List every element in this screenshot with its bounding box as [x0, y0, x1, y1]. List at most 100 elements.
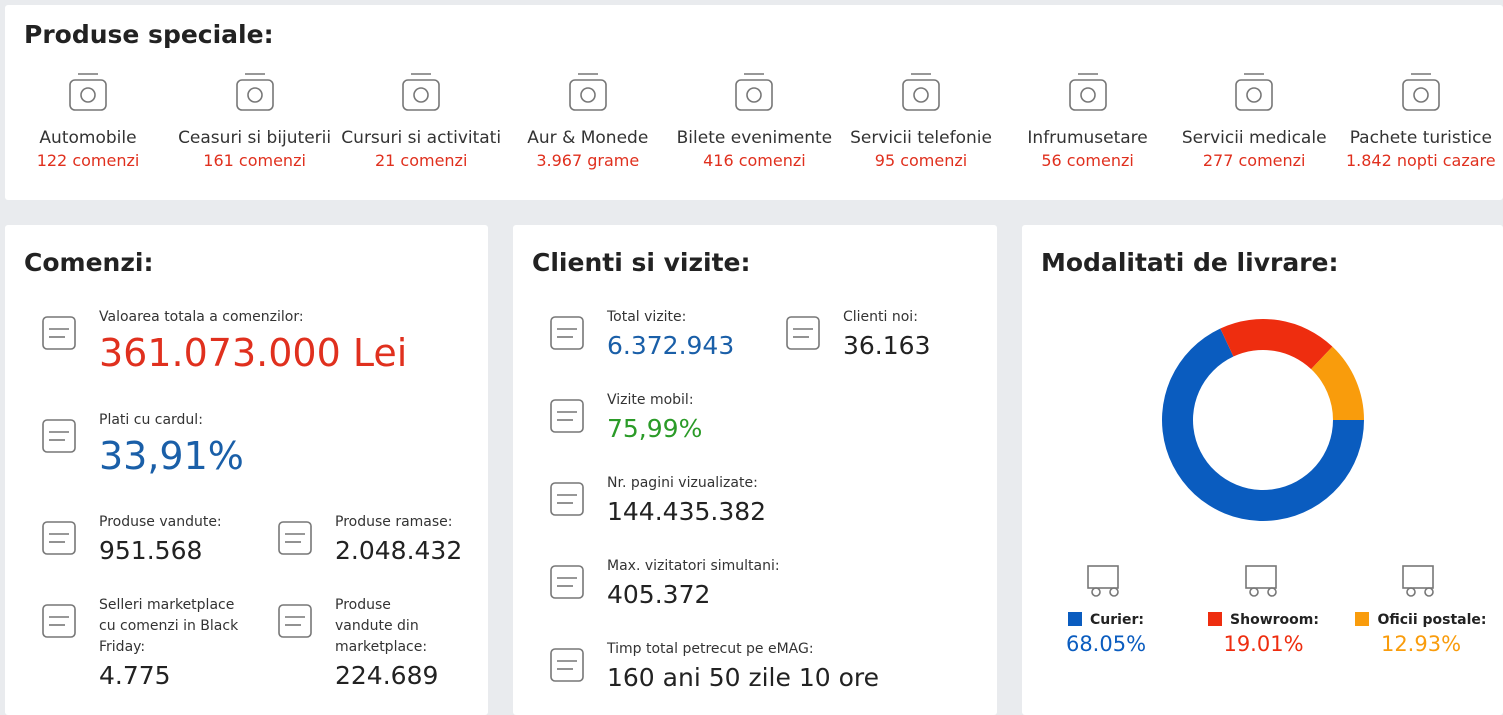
stat: Produse vandute: 951.568: [99, 512, 222, 565]
stat: Produse ramase: 2.048.432: [335, 512, 462, 565]
icon: [278, 521, 312, 555]
icon: [550, 482, 584, 516]
stat: Valoarea totala a comenzilor: 361.073.000…: [99, 307, 407, 375]
icon: [69, 73, 107, 111]
legend-label: Oficii postale:: [1341, 612, 1501, 628]
stat: Total vizite: 6.372.943: [607, 307, 734, 360]
icon: [550, 316, 584, 350]
legend-item: Curier: 68.05%: [1026, 612, 1186, 656]
product-name: Automobile: [39, 128, 137, 148]
icon: [1068, 73, 1107, 111]
stat: Max. vizitatori simultani: 405.372: [607, 556, 780, 609]
section-title: Modalitati de livrare:: [1041, 248, 1339, 277]
donut-segment: [1220, 319, 1333, 370]
product-count: 56 comenzi: [1041, 151, 1134, 170]
stat-label: Clienti noi:: [843, 309, 918, 325]
product-count: 3.967 grame: [536, 151, 640, 170]
product-name: Aur & Monede: [527, 128, 649, 148]
icon: [278, 604, 312, 638]
stat-label: Timp total petrecut pe eMAG:: [607, 641, 814, 657]
stat-label: Total vizite:: [607, 309, 687, 325]
donut-segment: [1311, 346, 1364, 420]
icon: [902, 73, 940, 111]
legend-item: Oficii postale: 12.93%: [1341, 612, 1501, 656]
stat-label: Vizite mobil:: [607, 392, 694, 408]
product-count: 1.842 nopti cazare: [1345, 151, 1496, 170]
product-count: 161 comenzi: [203, 151, 306, 170]
donut-segment: [1162, 328, 1364, 521]
stat-label: Max. vizitatori simultani:: [607, 558, 780, 574]
product-count: 416 comenzi: [703, 151, 806, 170]
stat: Selleri marketplace cu comenzi in Black …: [99, 595, 249, 690]
icon: [402, 73, 440, 111]
stat-value: 160 ani 50 zile 10 ore: [607, 663, 879, 692]
stat-value: 224.689: [335, 661, 439, 690]
icon: [550, 399, 584, 433]
legend-label: Showroom:: [1184, 612, 1344, 628]
product-item: Aur & Monede 3.967 grame: [505, 128, 671, 170]
product-item: Automobile 122 comenzi: [5, 128, 171, 170]
product-item: Infrumusetare 56 comenzi: [1005, 128, 1171, 170]
section-title: Produse speciale:: [24, 20, 274, 49]
legend-value: 19.01%: [1223, 632, 1304, 656]
section-title: Comenzi:: [24, 248, 154, 277]
stat-label: Produse vandute din marketplace:: [335, 597, 428, 655]
stat: Timp total petrecut pe eMAG: 160 ani 50 z…: [607, 639, 879, 692]
stat-value: 6.372.943: [607, 331, 735, 360]
icon: [735, 73, 774, 111]
legend-item: Showroom: 19.01%: [1184, 612, 1344, 656]
legend-text: Curier:: [1090, 612, 1144, 628]
stat-label: Selleri marketplace cu comenzi in Black …: [99, 597, 239, 655]
stat: Clienti noi: 36.163: [843, 307, 930, 360]
stat-label: Produse ramase:: [335, 514, 453, 530]
stat-value: 33,91%: [99, 434, 244, 478]
product-count: 21 comenzi: [374, 151, 468, 170]
icon: [1244, 565, 1277, 597]
stat-label: Valoarea totala a comenzilor:: [99, 309, 304, 325]
stat: Produse vandute din marketplace: 224.689: [335, 595, 445, 690]
product-item: Servicii telefonie 95 comenzi: [838, 128, 1004, 170]
stat-label: Nr. pagini vizualizate:: [607, 475, 758, 491]
stat-value: 144.435.382: [607, 497, 767, 526]
orders-card: [5, 225, 488, 715]
icon: [550, 565, 584, 599]
icon: [786, 316, 820, 350]
product-count: 95 comenzi: [874, 151, 968, 170]
legend-swatch: [1355, 612, 1370, 626]
legend-text: Oficii postale:: [1377, 612, 1487, 628]
delivery-card: [1022, 225, 1503, 715]
icon: [550, 648, 584, 682]
product-item: Bilete evenimente 416 comenzi: [671, 128, 837, 170]
product-item: Servicii medicale 277 comenzi: [1171, 128, 1337, 170]
stat-value: 36.163: [843, 331, 931, 360]
product-count: 277 comenzi: [1202, 151, 1306, 170]
product-name: Servicii telefonie: [850, 128, 992, 148]
legend-text: Showroom:: [1230, 612, 1319, 628]
stat: Vizite mobil: 75,99%: [607, 390, 702, 443]
icon: [1402, 565, 1434, 597]
stat-value: 75,99%: [607, 414, 703, 443]
stat-label: Plati cu cardul:: [99, 412, 203, 428]
product-name: Servicii medicale: [1181, 128, 1327, 148]
icon: [235, 73, 274, 111]
product-name: Infrumusetare: [1027, 128, 1148, 148]
stat-value: 951.568: [99, 536, 203, 565]
donut-chart: [1162, 319, 1364, 521]
icon: [1235, 73, 1273, 111]
icon: [568, 73, 607, 111]
product-item: Cursuri si activitati 21 comenzi: [338, 128, 504, 170]
product-count: 122 comenzi: [36, 151, 140, 170]
legend-value: 12.93%: [1380, 632, 1462, 656]
stat-value: 2.048.432: [335, 536, 463, 565]
icon: [42, 316, 76, 350]
icon: [1087, 565, 1119, 597]
stat: Nr. pagini vizualizate: 144.435.382: [607, 473, 766, 526]
product-name: Pachete turistice: [1349, 128, 1492, 148]
section-title: Clienti si vizite:: [532, 248, 751, 277]
product-name: Cursuri si activitati: [341, 128, 502, 148]
legend-value: 68.05%: [1065, 632, 1147, 656]
icon: [42, 604, 76, 638]
product-item: Ceasuri si bijuterii 161 comenzi: [172, 128, 338, 170]
product-name: Bilete evenimente: [676, 128, 833, 148]
